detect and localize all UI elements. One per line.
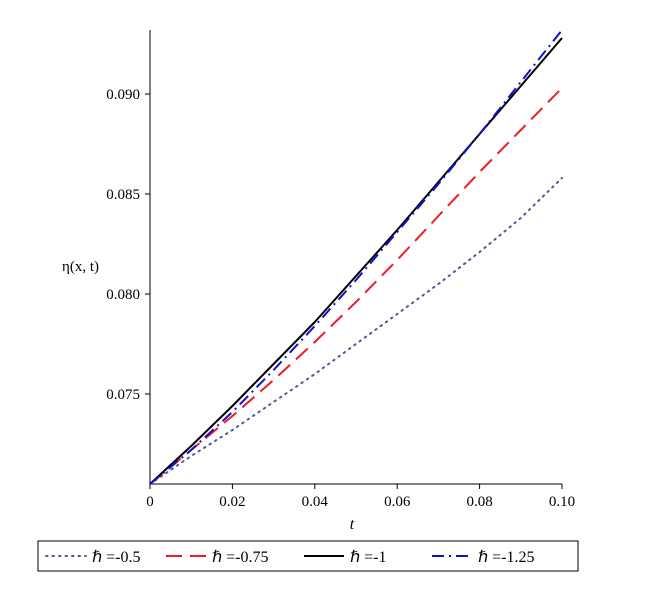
series-line-3 xyxy=(149,37,563,485)
x-tick-label: 0 xyxy=(146,494,154,510)
series-line-4 xyxy=(149,29,563,485)
legend: ℏ =-0.5 ℏ =-0.75 ℏ =-1 ℏ =-1.25 xyxy=(37,540,579,572)
series-line-2 xyxy=(149,87,563,485)
axes xyxy=(149,30,562,485)
x-ticks: 0 0.02 0.04 0.06 0.08 0.10 xyxy=(146,484,575,510)
y-tick-label: 0.075 xyxy=(106,387,140,403)
x-tick-label: 0.04 xyxy=(302,494,329,510)
series-line-1 xyxy=(149,177,563,485)
x-tick-label: 0.02 xyxy=(219,494,245,510)
x-tick-label: 0.10 xyxy=(549,494,575,510)
y-tick-label: 0.080 xyxy=(106,287,140,303)
legend-label-1: ℏ =-0.5 xyxy=(92,549,141,566)
legend-label-2: ℏ =-0.75 xyxy=(212,549,269,566)
legend-label-3: ℏ =-1 xyxy=(350,549,387,566)
x-axis-label: t xyxy=(350,516,355,533)
series-layer xyxy=(149,29,563,485)
y-tick-label: 0.090 xyxy=(106,87,140,103)
y-axis-label: η(x, t) xyxy=(62,259,99,275)
x-tick-label: 0.06 xyxy=(384,494,411,510)
legend-label-4: ℏ =-1.25 xyxy=(478,549,535,566)
y-ticks: 0.075 0.080 0.085 0.090 xyxy=(106,87,150,403)
x-tick-label: 0.08 xyxy=(466,494,492,510)
y-tick-label: 0.085 xyxy=(106,187,140,203)
